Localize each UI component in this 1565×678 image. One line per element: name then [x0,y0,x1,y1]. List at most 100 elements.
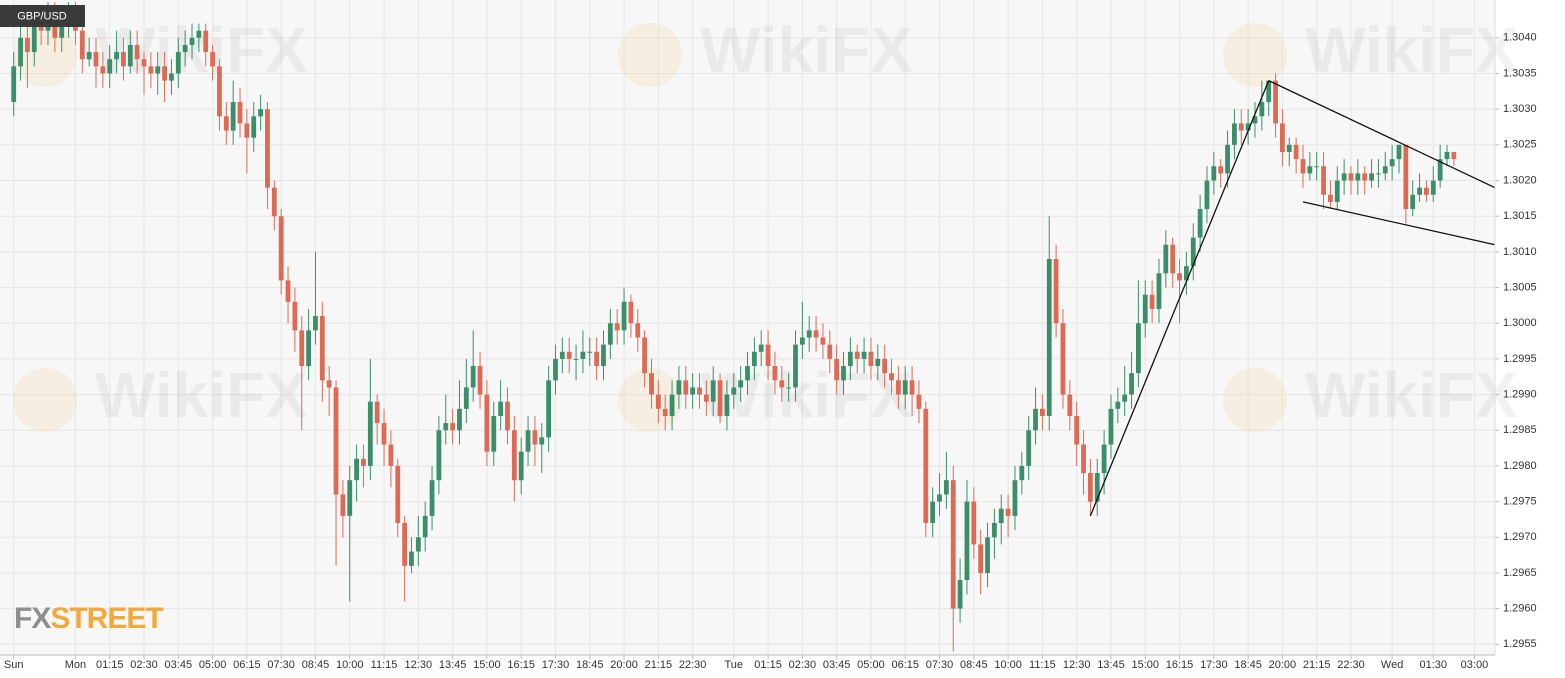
candle-body [745,366,750,381]
y-tick-label: 1.2955 [1503,638,1537,650]
candle-body [196,30,202,38]
candle-body [1053,259,1059,324]
candle-body [937,494,942,502]
y-tick-label: 1.3025 [1503,139,1537,151]
candle-body [1424,187,1429,195]
candle-body [1046,259,1052,416]
watermark: WikiFX [700,14,913,86]
candle-body [223,116,229,131]
x-tick-label: 11:15 [371,659,398,671]
x-tick-label: 05:00 [199,659,227,671]
candle-body [964,501,970,581]
candle-body [1321,166,1326,195]
candle-body [1245,123,1251,131]
logo-part: STREET [50,602,163,635]
candle-body [697,387,702,395]
candle-body [703,394,709,402]
candle-body [230,102,236,131]
x-tick-label: 07:30 [267,659,295,671]
candle-body [532,430,538,445]
candle-body [559,351,565,359]
candle-body [1149,294,1155,309]
candle-body [52,16,58,38]
candle-body [607,323,613,345]
candle-body [340,494,346,516]
x-tick-label: Mon [65,659,86,671]
y-tick-label: 1.3020 [1503,174,1537,186]
candle-body [635,323,641,338]
candle-body [93,52,99,67]
candle-body [1074,415,1080,445]
candle-body [1328,194,1333,202]
candle-body [1129,373,1134,395]
candle-body [31,23,37,53]
candle-body [731,387,737,395]
candle-body [237,102,243,124]
y-tick-label: 1.2980 [1503,460,1537,472]
x-tick-label: 20:00 [610,659,638,671]
y-tick-label: 1.2970 [1503,531,1537,543]
x-tick-label: 03:00 [1461,659,1489,671]
candle-body [991,523,997,538]
candle-body [1039,408,1045,416]
x-tick-label: 01:15 [754,659,782,671]
candle-body [1060,323,1066,395]
candle-body [1026,430,1032,466]
candle-body [1273,80,1278,124]
candle-body [751,351,757,367]
watermark-icon [618,23,682,87]
x-tick-label: 16:15 [1166,659,1194,671]
candle-body [271,187,277,217]
candle-body [655,394,661,409]
watermarks: WikiFX WikiFX WikiFX WikiFX WikiFX WikiFX [13,14,1518,432]
candle-body [1369,173,1374,181]
candle-body [1232,123,1237,145]
candle-body [957,580,963,609]
candle-body [1293,144,1299,160]
candle-body [793,344,798,388]
chart-title: GBP/USD [17,10,67,22]
y-tick-label: 1.3035 [1503,67,1537,79]
candle-body [669,394,675,416]
candle-body [950,480,956,609]
candle-body [1403,144,1409,210]
candle-body [1362,173,1368,181]
grid [0,0,1495,655]
candle-body [443,423,449,431]
candle-body [100,66,106,74]
x-tick-label: 02:30 [789,659,817,671]
candle-body [902,380,908,395]
candle-body [765,344,771,367]
candle-body [546,380,552,438]
candle-body [127,44,133,67]
candle-body [779,380,785,388]
x-tick-label: Sun [4,659,24,671]
candle-body [1067,394,1073,416]
watermark: WikiFX [95,359,308,431]
candle-body [1142,294,1148,324]
candle-body [614,323,620,331]
candle-body [1108,408,1114,445]
candle-body [1430,180,1436,195]
candle-body [1355,173,1361,181]
candle-body [265,109,270,188]
candle-body [1122,394,1128,402]
candle-body [511,430,517,481]
candle-body [1081,444,1086,474]
candle-body [59,23,65,38]
x-tick-label: 01:15 [96,659,124,671]
candle-body [299,330,305,367]
watermark-icon [1223,368,1287,432]
x-tick-label: 02:30 [130,659,158,671]
candle-body [1389,159,1395,167]
candle-body [854,351,860,359]
candle-body [1437,159,1443,181]
x-tick-label: 22:30 [679,659,707,671]
candle-body [457,408,462,431]
candle-body [361,458,366,466]
x-tick-label: 17:30 [1200,659,1228,671]
candle-body [182,44,188,53]
logo: FXSTREET [14,602,163,635]
candle-body [566,351,572,359]
candle-body [772,366,778,381]
